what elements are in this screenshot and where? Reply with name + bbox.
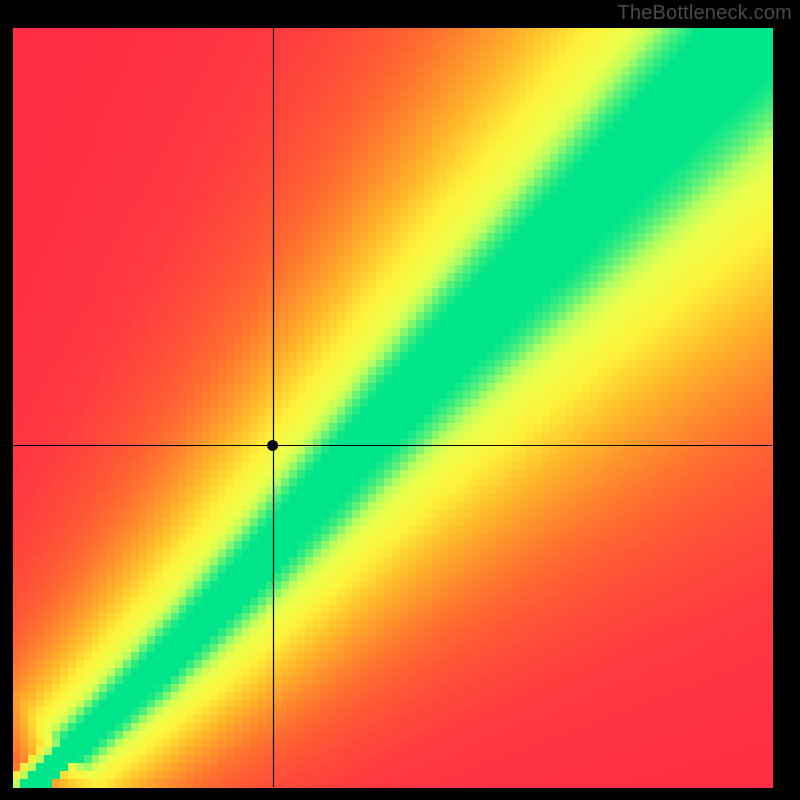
watermark-text: TheBottleneck.com: [617, 2, 792, 25]
chart-container: TheBottleneck.com: [0, 0, 800, 800]
bottleneck-heatmap: [0, 0, 800, 800]
